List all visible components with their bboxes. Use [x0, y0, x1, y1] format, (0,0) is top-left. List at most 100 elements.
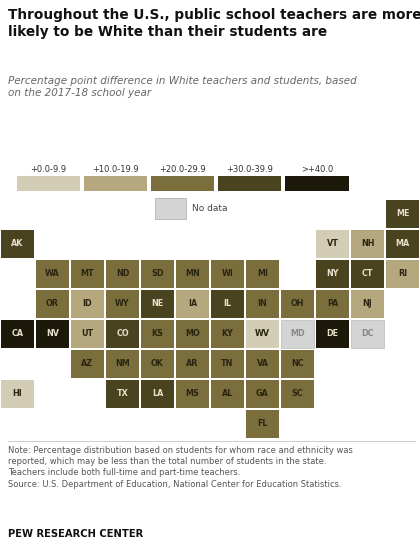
Text: AR: AR — [186, 359, 199, 368]
Bar — [141, 350, 174, 378]
Text: WY: WY — [115, 299, 130, 308]
Text: NY: NY — [326, 269, 339, 278]
Text: WV: WV — [255, 329, 270, 338]
Bar — [106, 320, 139, 348]
Bar — [246, 350, 279, 378]
Bar — [1, 230, 34, 258]
Bar — [36, 260, 69, 288]
Bar — [211, 260, 244, 288]
Bar — [281, 350, 314, 378]
Text: FL: FL — [257, 419, 268, 428]
Bar — [211, 320, 244, 348]
Bar — [71, 320, 104, 348]
Text: WI: WI — [222, 269, 234, 278]
Text: NC: NC — [291, 359, 304, 368]
Bar — [316, 260, 349, 288]
Text: SC: SC — [291, 389, 303, 398]
Bar — [351, 320, 384, 348]
Bar — [176, 290, 209, 318]
Text: VA: VA — [257, 359, 268, 368]
Text: AK: AK — [11, 239, 24, 249]
Bar — [16, 175, 80, 191]
Text: MA: MA — [395, 239, 410, 249]
Bar — [84, 175, 147, 191]
Bar — [246, 380, 279, 408]
Bar — [386, 230, 419, 258]
Text: AL: AL — [222, 389, 233, 398]
Text: KS: KS — [152, 329, 163, 338]
Bar — [151, 175, 214, 191]
Text: Note: Percentage distribution based on students for whom race and ethnicity was
: Note: Percentage distribution based on s… — [8, 446, 353, 489]
Text: ID: ID — [83, 299, 92, 308]
Bar — [176, 380, 209, 408]
Bar — [351, 260, 384, 288]
Bar — [211, 290, 244, 318]
Text: DC: DC — [361, 329, 374, 338]
Bar — [386, 260, 419, 288]
Bar — [211, 380, 244, 408]
Text: NE: NE — [152, 299, 163, 308]
Bar — [316, 320, 349, 348]
Text: MN: MN — [185, 269, 200, 278]
Bar — [246, 320, 279, 348]
Text: No data: No data — [192, 204, 227, 213]
Text: MD: MD — [290, 329, 305, 338]
Bar — [1, 380, 34, 408]
Bar — [106, 290, 139, 318]
Text: CT: CT — [362, 269, 373, 278]
Bar — [106, 350, 139, 378]
Bar — [386, 200, 419, 228]
Text: LA: LA — [152, 389, 163, 398]
Bar — [281, 320, 314, 348]
Bar — [246, 290, 279, 318]
Bar — [281, 380, 314, 408]
Bar — [281, 290, 314, 318]
Bar — [71, 260, 104, 288]
Text: ME: ME — [396, 209, 409, 219]
Bar — [176, 260, 209, 288]
Text: SD: SD — [151, 269, 164, 278]
Bar — [351, 290, 384, 318]
Bar — [141, 380, 174, 408]
Bar — [71, 350, 104, 378]
Bar — [106, 260, 139, 288]
Bar — [218, 175, 281, 191]
Bar — [351, 230, 384, 258]
Text: OH: OH — [291, 299, 304, 308]
Text: WA: WA — [45, 269, 60, 278]
Text: DE: DE — [326, 329, 339, 338]
Text: ND: ND — [116, 269, 129, 278]
Text: TN: TN — [221, 359, 234, 368]
Text: >+40.0: >+40.0 — [301, 165, 333, 174]
Text: IA: IA — [188, 299, 197, 308]
Text: AZ: AZ — [81, 359, 94, 368]
Text: CA: CA — [11, 329, 24, 338]
Bar — [36, 290, 69, 318]
Text: +30.0-39.9: +30.0-39.9 — [226, 165, 273, 174]
Bar — [246, 260, 279, 288]
Text: OR: OR — [46, 299, 59, 308]
Bar — [316, 230, 349, 258]
Bar — [316, 290, 349, 318]
Text: NM: NM — [115, 359, 130, 368]
Bar — [141, 320, 174, 348]
Text: NV: NV — [46, 329, 59, 338]
Bar — [211, 350, 244, 378]
Text: +0.0-9.9: +0.0-9.9 — [30, 165, 66, 174]
Bar — [176, 320, 209, 348]
Bar — [246, 410, 279, 438]
Text: RI: RI — [398, 269, 407, 278]
Bar — [155, 198, 186, 219]
Text: TX: TX — [117, 389, 129, 398]
Text: PA: PA — [327, 299, 338, 308]
Text: VT: VT — [327, 239, 339, 249]
Text: UT: UT — [81, 329, 94, 338]
Text: IN: IN — [257, 299, 268, 308]
Bar — [1, 320, 34, 348]
Text: IL: IL — [223, 299, 231, 308]
Text: OK: OK — [151, 359, 164, 368]
Text: MT: MT — [81, 269, 94, 278]
Bar — [286, 175, 349, 191]
Text: MO: MO — [185, 329, 200, 338]
Text: NJ: NJ — [362, 299, 373, 308]
